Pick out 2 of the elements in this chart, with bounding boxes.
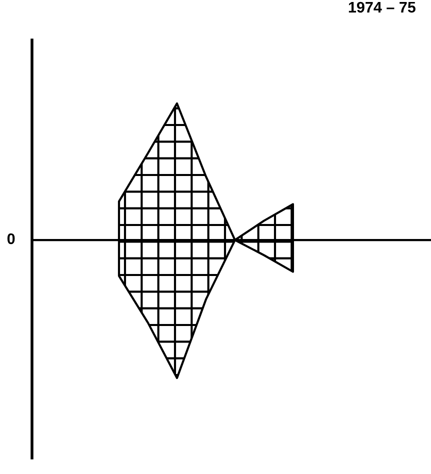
text: 0 [7,233,15,244]
chart-title: 1974 – 75 [348,2,416,13]
